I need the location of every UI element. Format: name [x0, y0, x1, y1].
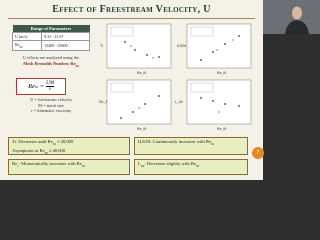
text: Ti: Decreases until Re: [12, 139, 53, 144]
screen: Effect of Freestream Velocity, U Range o…: [0, 0, 320, 180]
legend-box: [190, 26, 214, 37]
text: Mesh Reynolds Number, ReM: [23, 60, 79, 68]
text: Re: [12, 161, 18, 166]
table-cell: U (m/s): [11, 32, 43, 41]
text: L: [138, 161, 141, 166]
text: ILS/M: Continuously increases with Re: [138, 139, 211, 144]
slide: Effect of Freestream Velocity, U Range o…: [0, 0, 264, 180]
emph: Mesh Reynolds Number, Re: [23, 60, 76, 66]
sub: M: [195, 163, 199, 168]
parameter-table: Range of Parameters U (m/s) 8.33 - 41.67…: [11, 25, 90, 51]
sub: int: [140, 163, 145, 168]
definitions: U = freestream velocity M = mesh size ν …: [8, 97, 94, 114]
y-axis-label: Ti: [100, 44, 103, 48]
y-axis-label: L_int: [175, 100, 183, 104]
plot-grid: Ti Re_M ILS/M Re_M Re_λ Re_M: [99, 23, 252, 131]
text: : Monotonically increases with Re: [18, 161, 82, 166]
plot-panel: Re_λ Re_M: [99, 79, 172, 131]
finding-box: Lint: Decreases slightly with ReM: [134, 159, 248, 175]
sub: λ: [17, 163, 19, 168]
table-header: Range of Parameters: [12, 25, 90, 33]
legend-box: [110, 26, 134, 37]
finding-box: ILS/M: Continuously increases with ReM: [134, 137, 248, 155]
y-axis-label: Re_λ: [99, 100, 107, 104]
plot-panel: L_int Re_M: [175, 79, 252, 131]
text: Asymptotes at Re: [12, 147, 45, 153]
definition: U = freestream velocity: [30, 97, 72, 102]
text: ≥ 40,000: [47, 147, 66, 153]
finding-box: Reλ: Monotonically increases with ReM: [8, 159, 130, 175]
plot-panel: Ti Re_M: [100, 23, 172, 75]
intro-text: U effects are analyzed using the Mesh Re…: [8, 55, 94, 69]
presenter: [263, 0, 320, 34]
numerator: UM: [46, 81, 54, 87]
eq-sub: M: [34, 84, 38, 89]
x-axis-label: Re_M: [217, 71, 226, 75]
legend-box: [190, 82, 214, 93]
text: : Decreases slightly with Re: [144, 161, 196, 166]
table-cell: 15400 - 63000: [41, 40, 90, 51]
text: U effects are analyzed using the: [22, 55, 80, 60]
title-rule: [8, 18, 255, 19]
definition: ν = kinematic viscosity: [30, 108, 72, 113]
fraction: UM ν: [46, 81, 54, 92]
sub: M: [81, 163, 85, 168]
finding-box: Ti: Decreases until ReM ≈ 20,000 Asympto…: [8, 137, 130, 155]
x-axis-label: Re_M: [217, 127, 226, 131]
y-axis-label: ILS/M: [177, 44, 186, 48]
cell-sub: M: [19, 44, 23, 49]
plot-frame: [106, 79, 172, 125]
eq-sign: =: [39, 83, 45, 90]
denominator: ν: [48, 87, 52, 92]
x-axis-label: Re_M: [137, 127, 146, 131]
page-number: 7: [252, 147, 264, 159]
presenter-video: [263, 0, 320, 34]
slide-title: Effect of Freestream Velocity, U: [52, 4, 211, 15]
definition: M = mesh size: [38, 102, 64, 108]
sub: M: [75, 63, 79, 68]
legend-box: [110, 82, 134, 93]
table-cell: 8.33 - 41.67: [41, 32, 90, 41]
cell-text: Re: [15, 42, 20, 47]
plot-panel: ILS/M Re_M: [177, 23, 252, 75]
sub: M: [44, 150, 48, 155]
sub: M: [52, 141, 56, 146]
sub: M: [210, 141, 214, 146]
text: ≈ 20,000: [55, 139, 74, 144]
equation: Re M = UM ν: [16, 78, 66, 95]
x-axis-label: Re_M: [137, 71, 146, 75]
table-cell: ReM: [11, 40, 43, 51]
eq-lhs: Re: [28, 83, 35, 90]
